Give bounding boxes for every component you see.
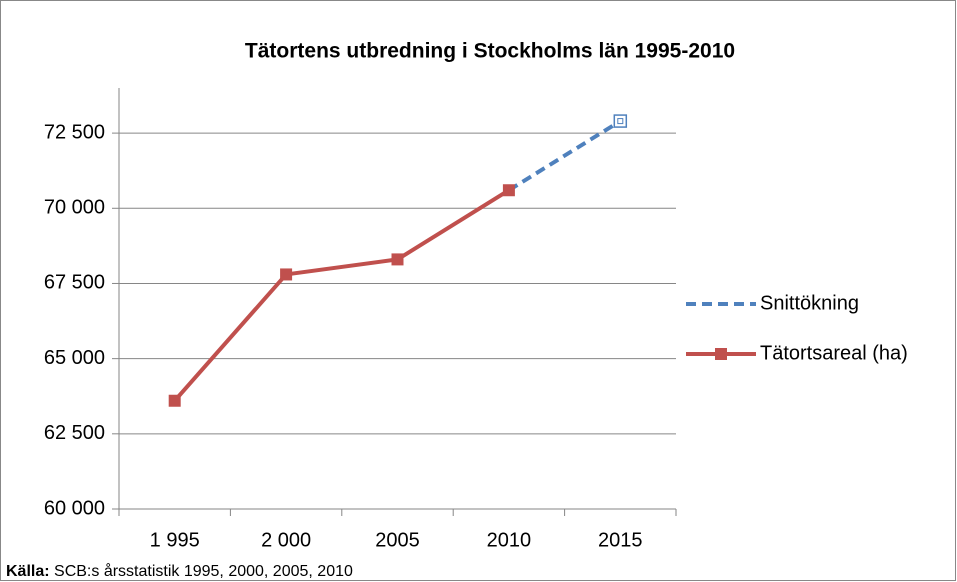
legend-label: Snittökning: [760, 292, 859, 314]
y-tick-label: 72 500: [44, 121, 105, 143]
source-label: Källa:: [6, 563, 50, 580]
x-tick-label: 1 995: [150, 529, 200, 551]
x-tick-label: 2 000: [261, 529, 311, 551]
marker: [168, 394, 181, 407]
series-line: [173, 188, 510, 403]
source-text: SCB:s årsstatistik 1995, 2000, 2005, 201…: [54, 562, 353, 580]
source-note: Källa: SCB:s årsstatistik 1995, 2000, 20…: [6, 562, 353, 580]
x-tick-label: 2010: [487, 529, 532, 551]
x-tick-label: 2005: [375, 529, 420, 551]
marker: [502, 184, 515, 197]
marker: [613, 114, 628, 128]
chart-title: Tätortens utbredning i Stockholms län 19…: [245, 40, 735, 63]
series-line: [507, 119, 622, 192]
legend-label: Tätortsareal (ha): [760, 342, 908, 364]
y-tick-label: 62 500: [44, 422, 105, 444]
marker: [280, 268, 293, 281]
y-tick-label: 65 000: [44, 347, 105, 369]
x-tick-label: 2015: [598, 529, 643, 551]
y-tick-label: 70 000: [44, 197, 105, 219]
marker: [391, 253, 404, 266]
y-tick-label: 60 000: [44, 497, 105, 519]
marker-inner: [617, 118, 624, 125]
y-tick-label: 67 500: [44, 272, 105, 294]
legend-marker: [715, 348, 727, 360]
